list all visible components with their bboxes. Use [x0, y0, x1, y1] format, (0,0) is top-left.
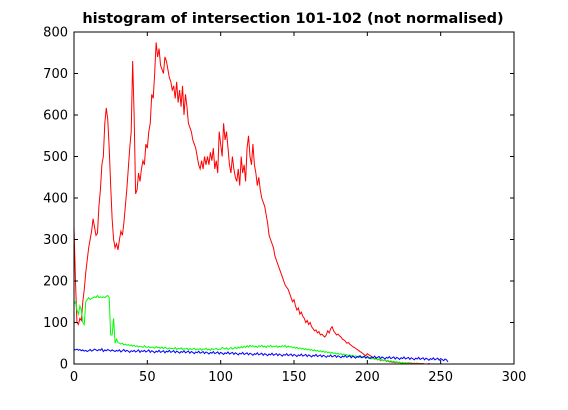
plot-area	[73, 42, 449, 365]
y-tick-label: 0	[60, 358, 68, 373]
axis-ticks: 0 50 100 150 200 250 300 0 100 200 300 400 500 600 700…	[43, 26, 526, 386]
y-tick-label: 400	[43, 192, 68, 207]
x-tick-label: 150	[282, 370, 307, 385]
x-tick-label: 0	[70, 370, 78, 385]
x-tick-label: 250	[428, 370, 453, 385]
x-tick-label: 50	[139, 370, 156, 385]
chart-title: histogram of intersection 101-102 (not n…	[82, 11, 503, 27]
y-tick-label: 600	[43, 109, 68, 124]
y-tick-label: 300	[43, 233, 68, 248]
series-line-0	[73, 42, 448, 365]
series-line-1	[73, 294, 448, 365]
axes-frame	[73, 31, 515, 365]
y-tick-label: 700	[43, 67, 68, 82]
x-tick-label: 200	[355, 370, 380, 385]
y-tick-label: 500	[43, 150, 68, 165]
x-tick-label: 300	[502, 370, 527, 385]
series-line-2	[73, 347, 449, 363]
x-tick-label: 100	[208, 370, 233, 385]
y-tick-label: 200	[43, 275, 68, 290]
y-tick-label: 100	[43, 316, 68, 331]
y-tick-label: 800	[43, 26, 68, 41]
